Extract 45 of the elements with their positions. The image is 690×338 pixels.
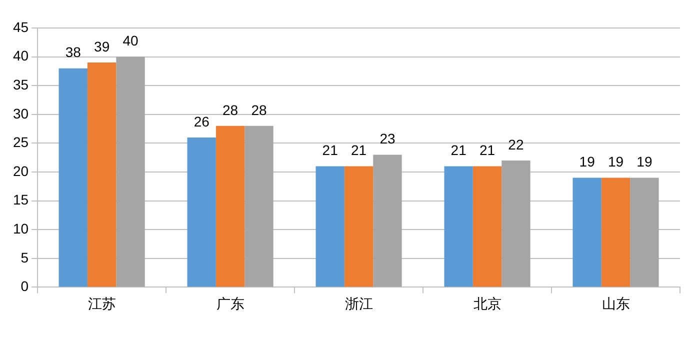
bar [216,126,245,287]
data-label: 21 [350,142,367,158]
bar [344,166,374,287]
y-tick-label: 5 [20,249,29,266]
y-tick-label: 20 [12,162,29,179]
bar [58,68,88,287]
data-label: 28 [222,102,238,118]
bar [116,56,145,287]
x-tick-label: 北京 [473,295,502,312]
bar [244,126,274,287]
y-tick-label: 25 [12,134,29,150]
y-tick-label: 15 [12,192,29,208]
bar [572,178,602,287]
x-tick-label: 山东 [602,295,630,312]
data-label: 19 [608,154,624,170]
data-label: 21 [322,142,338,158]
data-label: 22 [508,136,524,152]
data-label: 26 [194,113,210,130]
x-tick-label: 广东 [216,295,244,312]
bar [87,62,116,287]
bar [502,160,530,287]
bar [316,166,344,287]
bar [601,178,630,287]
data-label: 39 [94,38,110,54]
y-tick-label: 35 [12,76,29,92]
y-tick-label: 10 [12,220,29,236]
x-tick-label: 浙江 [344,295,373,312]
bar [187,137,216,287]
data-label: 40 [122,32,139,49]
data-label: 28 [251,102,267,118]
data-label: 21 [450,142,467,158]
bar [472,166,502,287]
y-tick-label: 0 [20,278,29,294]
bar [373,154,402,287]
data-label: 23 [380,130,396,147]
y-tick-label: 30 [12,105,29,122]
x-tick-label: 江苏 [88,295,116,312]
data-label: 19 [636,154,652,170]
bar [444,166,473,287]
y-tick-label: 40 [12,48,29,64]
data-label: 21 [479,142,496,158]
bar [630,178,659,287]
data-label: 19 [579,154,596,170]
data-label: 38 [65,44,82,60]
y-tick-label: 45 [12,18,29,35]
